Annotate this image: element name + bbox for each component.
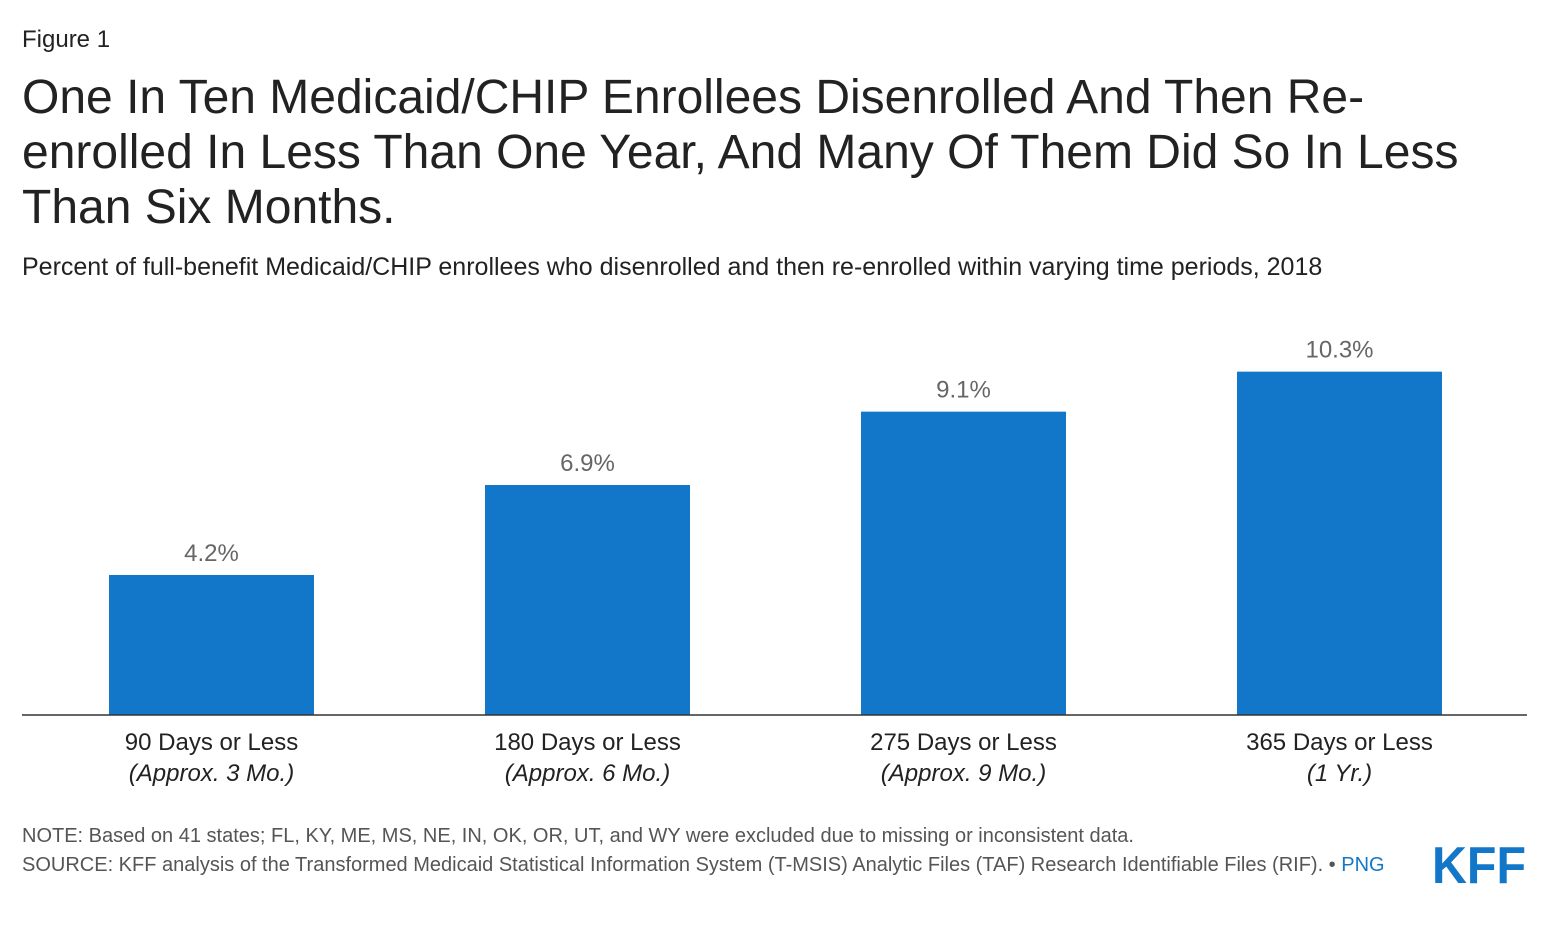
data-label-3: 9.1% bbox=[936, 377, 991, 404]
chart-subtitle: Percent of full-benefit Medicaid/CHIP en… bbox=[22, 253, 1323, 281]
category-label-4: 365 Days or Less bbox=[1246, 729, 1433, 756]
png-download-link[interactable]: PNG bbox=[1341, 854, 1385, 876]
note-text: NOTE: Based on 41 states; FL, KY, ME, MS… bbox=[22, 825, 1134, 847]
source-line: SOURCE: KFF analysis of the Transformed … bbox=[22, 851, 1412, 880]
category-sublabel-2: (Approx. 6 Mo.) bbox=[505, 760, 670, 787]
kff-logo-text: KFF bbox=[1432, 841, 1526, 885]
bar-4 bbox=[1237, 371, 1442, 715]
bar-chart: 4.2% 90 Days or Less (Approx. 3 Mo.) 6.9% 18… bbox=[22, 337, 1527, 787]
category-label-1: 90 Days or Less bbox=[125, 729, 298, 756]
source-text: SOURCE: KFF analysis of the Transformed … bbox=[22, 854, 1336, 876]
bar-2 bbox=[485, 485, 690, 715]
category-sublabel-3: (Approx. 9 Mo.) bbox=[881, 760, 1046, 787]
category-label-3: 275 Days or Less bbox=[870, 729, 1057, 756]
notes: NOTE: Based on 41 states; FL, KY, ME, MS… bbox=[22, 822, 1412, 880]
kff-logo: KFF bbox=[1432, 841, 1526, 885]
bar-1 bbox=[109, 575, 314, 715]
category-sublabel-1: (Approx. 3 Mo.) bbox=[129, 760, 294, 787]
figure-label: Figure 1 bbox=[22, 26, 111, 53]
bar-3 bbox=[861, 411, 1066, 715]
data-label-4: 10.3% bbox=[1305, 337, 1373, 364]
category-label-2: 180 Days or Less bbox=[494, 729, 681, 756]
chart-title: One In Ten Medicaid/CHIP Enrollees Disen… bbox=[22, 71, 1459, 234]
data-label-2: 6.9% bbox=[560, 450, 615, 477]
category-sublabel-4: (1 Yr.) bbox=[1307, 760, 1372, 787]
data-label-1: 4.2% bbox=[184, 540, 239, 567]
